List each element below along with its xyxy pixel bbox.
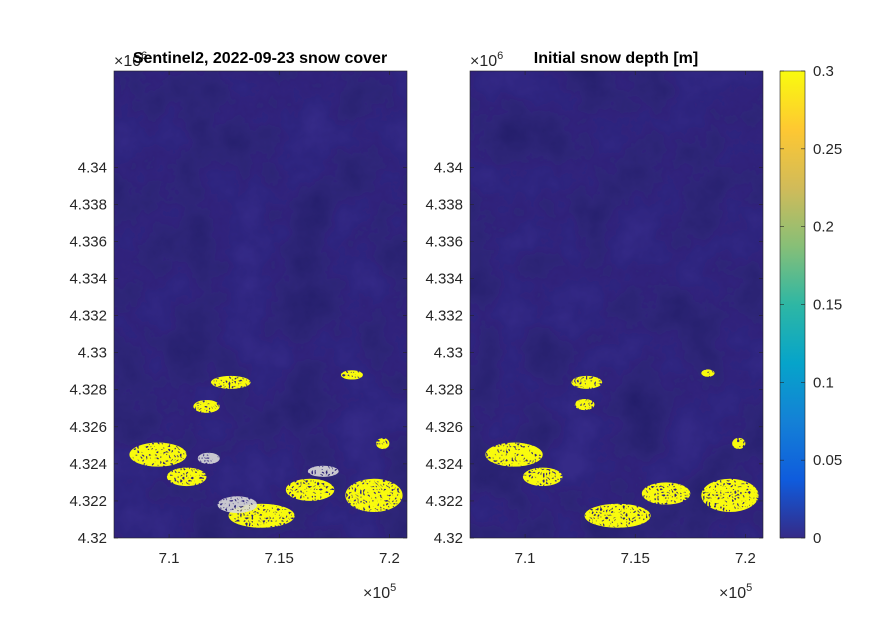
axes-box: [113, 70, 408, 539]
y-tick-label: 4.33: [434, 345, 463, 362]
snow-region: [641, 482, 691, 505]
y-axis: 4.32 4.322 4.324 4.326 4.328 4.33 4.332 4.334 4.…: [425, 159, 763, 547]
colorbar-tick-label: 0.1: [813, 374, 834, 391]
y-tick-label: 4.33: [78, 345, 107, 362]
x-tick-label: 7.1: [159, 550, 180, 567]
y-tick-label: 4.34: [78, 159, 107, 176]
snow-region: [193, 399, 220, 413]
y-tick-label: 4.328: [425, 382, 463, 399]
x-axis: 7.1 7.15 7.2: [515, 71, 756, 567]
snow-region: [522, 467, 563, 487]
x-tick-label: 7.15: [265, 550, 294, 567]
y-tick-label: 4.334: [69, 271, 107, 288]
y-tick-label: 4.338: [69, 196, 107, 213]
y-axis: 4.32 4.322 4.324 4.326 4.328 4.33 4.332 4.334 4.…: [69, 159, 407, 547]
x-tick-label: 7.15: [621, 550, 650, 567]
snow-region: [166, 467, 207, 487]
y-tick-label: 4.328: [69, 382, 107, 399]
y-tick-label: 4.32: [78, 530, 107, 547]
y-tick-label: 4.326: [425, 419, 463, 436]
colorbar-tick-label: 0.3: [813, 63, 834, 80]
x-tick-label: 7.2: [379, 550, 400, 567]
colorbar-tick-label: 0.15: [813, 297, 842, 314]
snow-region: [345, 478, 403, 513]
x-tick-label: 7.1: [515, 550, 536, 567]
y-tick-label: 4.336: [425, 233, 463, 250]
x-tick-label: 7.2: [735, 550, 756, 567]
y-tick-label: 4.324: [425, 456, 463, 473]
y-tick-label: 4.324: [69, 456, 107, 473]
y-tick-label: 4.332: [69, 308, 107, 325]
snow-region: [732, 437, 746, 450]
y-tick-label: 4.332: [425, 308, 463, 325]
chart-title: Initial snow depth [m]: [534, 50, 698, 67]
snow-depth-panel: 4.32 4.322 4.324 4.326 4.328 4.33 4.332 4.334 4.…: [425, 50, 764, 602]
x-exponent-label: ×105: [719, 582, 752, 602]
colorbar-tick-label: 0.05: [813, 452, 842, 469]
colorbar-tick-label: 0: [813, 530, 821, 547]
colorbar-ticks: 0 0.05 0.1 0.15 0.2 0.25 0.3: [780, 63, 842, 547]
y-tick-label: 4.338: [425, 196, 463, 213]
snow-region-layer: [485, 369, 759, 528]
y-tick-label: 4.326: [69, 419, 107, 436]
snow-region-layer: [129, 370, 403, 528]
snow-cover-panel: 4.32 4.322 4.324 4.326 4.328 4.33 4.332 4.334 4.…: [69, 50, 408, 602]
cloud-region: [307, 465, 339, 477]
snow-region: [376, 437, 390, 450]
hillshade-texture: [114, 71, 407, 538]
snow-region: [485, 442, 543, 467]
snow-region: [584, 503, 651, 528]
snow-region: [574, 399, 595, 411]
cloud-region: [217, 496, 258, 513]
y-exponent-label: ×106: [470, 50, 503, 70]
x-axis: 7.1 7.15 7.2: [159, 71, 400, 567]
hillshade-texture: [470, 71, 763, 538]
y-tick-label: 4.336: [69, 233, 107, 250]
cloud-region: [197, 452, 220, 464]
axes-box: [469, 70, 764, 539]
chart-title: Sentinel2, 2022-09-23 snow cover: [133, 50, 387, 67]
snow-region: [285, 478, 335, 501]
snow-region: [210, 375, 251, 389]
snow-region: [701, 369, 715, 377]
colorbar: 0 0.05 0.1 0.15 0.2 0.25 0.3: [779, 63, 842, 547]
colorbar-tick-label: 0.2: [813, 219, 834, 236]
y-tick-label: 4.322: [69, 493, 107, 510]
colorbar-gradient: [779, 70, 806, 539]
colorbar-tick-label: 0.25: [813, 141, 842, 158]
x-exponent-label: ×105: [363, 582, 396, 602]
snow-region: [129, 442, 187, 467]
y-exponent-label: ×106: [114, 50, 147, 70]
y-tick-label: 4.334: [425, 271, 463, 288]
snow-region: [340, 370, 363, 380]
snow-region: [571, 375, 603, 389]
y-tick-label: 4.34: [434, 159, 463, 176]
y-tick-label: 4.32: [434, 530, 463, 547]
snow-region: [701, 478, 759, 513]
y-tick-label: 4.322: [425, 493, 463, 510]
